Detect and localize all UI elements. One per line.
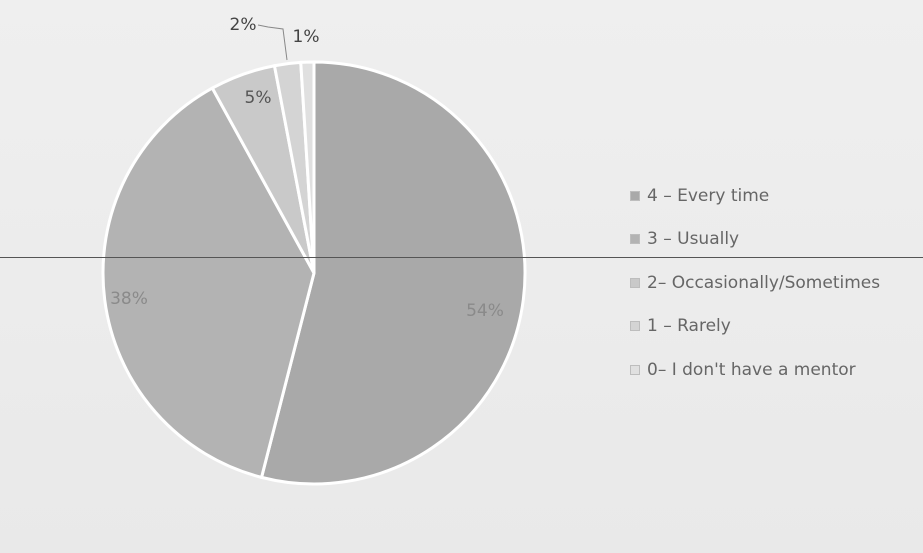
- legend-label: 1 – Rarely: [647, 316, 731, 337]
- legend-label: 3 – Usually: [647, 229, 740, 250]
- legend-item-rarely: 1 – Rarely: [630, 305, 880, 349]
- legend-swatch-icon: [630, 190, 640, 201]
- scan-line-artifact: [0, 257, 923, 258]
- legend-label: 4 – Every time: [647, 185, 770, 206]
- slice-value-label: 54%: [466, 301, 504, 321]
- pie-slice: [101, 86, 316, 480]
- legend-label: 0– I don't have a mentor: [647, 359, 856, 380]
- pie-slice: [299, 60, 316, 274]
- legend-item-occasionally: 2– Occasionally/Sometimes: [630, 261, 880, 305]
- legend-swatch-icon: [630, 321, 640, 332]
- slice-value-label: 5%: [245, 88, 272, 108]
- slice-value-label: 38%: [110, 289, 148, 309]
- legend-item-no-mentor: 0– I don't have a mentor: [630, 348, 880, 392]
- legend-swatch-icon: [630, 277, 640, 288]
- leader-line: [257, 24, 288, 61]
- legend-label: 2– Occasionally/Sometimes: [647, 272, 881, 293]
- pie-slice: [259, 60, 527, 486]
- legend-item-every-time: 4 – Every time: [630, 174, 880, 218]
- slice-value-label: 2%: [230, 15, 257, 35]
- legend: 4 – Every time 3 – Usually 2– Occasional…: [630, 174, 880, 392]
- legend-swatch-icon: [630, 234, 640, 245]
- legend-swatch-icon: [630, 364, 640, 375]
- slice-value-label: 1%: [293, 27, 320, 47]
- legend-item-usually: 3 – Usually: [630, 218, 880, 262]
